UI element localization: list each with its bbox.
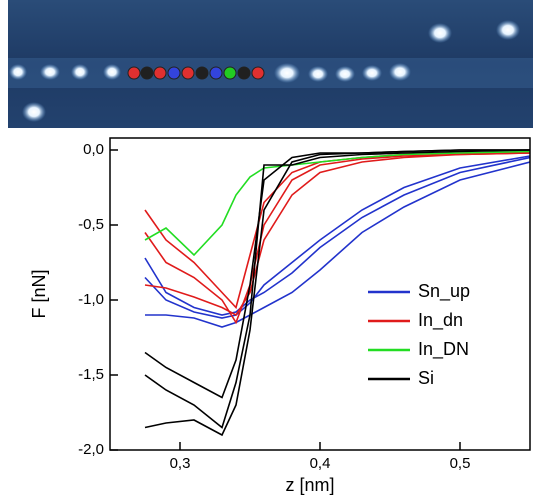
force-curve [144,149,530,429]
force-curve [144,150,530,257]
series-group [144,149,530,437]
y-tick-label: 0,0 [83,141,104,158]
x-axis-label: z [nm] [285,475,334,495]
plot-frame [109,137,531,451]
y-tick-label: -1,5 [78,366,104,383]
x-tick-label: 0,3 [170,455,191,472]
force-curve [144,152,530,317]
force-curve [144,152,530,325]
force-curve [144,156,530,316]
legend-label: Sn_up [418,281,470,302]
y-tick-label: -0,5 [78,216,104,233]
force-curve [144,155,530,319]
force-curve [144,149,530,399]
legend-label: Si [418,368,434,388]
x-tick-label: 0,4 [310,455,331,472]
legend-label: In_DN [418,339,469,360]
force-curve [144,149,530,437]
stm-image [8,0,533,128]
force-curve [145,161,530,328]
y-tick-label: -1,0 [78,291,104,308]
y-axis-label: F [nN] [29,269,49,318]
legend-label: In_dn [418,310,463,331]
x-tick-label: 0,5 [450,455,471,472]
y-tick-label: -2,0 [78,441,104,458]
